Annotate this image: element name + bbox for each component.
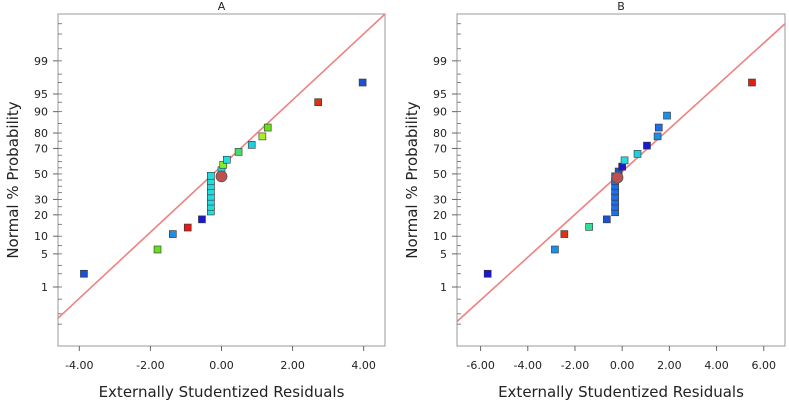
highlight-point xyxy=(611,171,624,184)
data-point xyxy=(183,223,192,232)
y-tick-label: 95 xyxy=(34,88,48,101)
panel-a: A 1 5 10 20 30 50 70 80 90 95 99 -4.00 -2.00 0.00 2.00 4… xyxy=(4,0,386,401)
panel-title: B xyxy=(617,0,625,13)
y-tick-label: 80 xyxy=(34,127,48,140)
x-tick-label: 2.00 xyxy=(280,359,305,372)
y-tick-label: 20 xyxy=(34,209,48,222)
data-point xyxy=(234,148,243,156)
data-point xyxy=(358,78,367,87)
y-tick-label: 10 xyxy=(34,230,48,243)
x-tick-label: -2.00 xyxy=(136,359,164,372)
y-tick-label: 95 xyxy=(433,88,447,101)
highlight-point xyxy=(215,170,228,183)
data-point xyxy=(198,215,206,224)
x-tick-label: 2.00 xyxy=(657,359,682,372)
x-tick-label: 4.00 xyxy=(351,359,376,372)
data-point xyxy=(314,98,322,107)
data-point xyxy=(169,230,177,238)
data-point xyxy=(263,123,272,132)
data-point xyxy=(258,132,267,141)
x-tick-label: 0.00 xyxy=(610,359,635,372)
y-axis-title: Normal % Probability xyxy=(403,101,421,258)
data-point xyxy=(80,269,88,278)
data-point xyxy=(620,156,629,165)
y-tick-label: 70 xyxy=(433,142,447,155)
data-point xyxy=(483,269,492,278)
panel-b: B 1 5 10 20 30 50 70 80 90 95 99 -6.00 -4.00 -2.00 0.00… xyxy=(403,0,786,401)
panel-title: A xyxy=(218,0,226,13)
data-point xyxy=(643,141,651,150)
x-tick-label: -4.00 xyxy=(65,359,93,372)
x-axis-title: Externally Studentized Residuals xyxy=(498,383,744,401)
data-point xyxy=(560,230,569,238)
y-tick-label: 1 xyxy=(41,281,48,294)
y-tick-label: 50 xyxy=(34,168,48,181)
y-tick-label: 5 xyxy=(440,248,447,261)
data-point xyxy=(748,78,756,87)
data-point xyxy=(633,150,642,158)
x-tick-label: -2.00 xyxy=(561,359,589,372)
y-tick-label: 10 xyxy=(433,230,447,243)
y-axis-title: Normal % Probability xyxy=(4,101,22,258)
data-point xyxy=(603,215,611,224)
y-tick-label: 5 xyxy=(41,248,48,261)
y-tick-label: 30 xyxy=(433,193,447,206)
y-tick-label: 20 xyxy=(433,209,447,222)
data-point xyxy=(207,171,215,180)
y-tick-label: 90 xyxy=(433,106,447,119)
y-tick-label: 1 xyxy=(440,281,447,294)
x-tick-label: -6.00 xyxy=(466,359,494,372)
data-point xyxy=(247,141,256,149)
x-tick-label: -4.00 xyxy=(514,359,542,372)
y-tick-label: 70 xyxy=(34,142,48,155)
y-tick-label: 90 xyxy=(34,106,48,119)
y-tick-label: 30 xyxy=(34,193,48,206)
data-point xyxy=(663,111,671,120)
x-tick-label: 4.00 xyxy=(704,359,729,372)
data-point xyxy=(223,155,231,164)
y-tick-label: 99 xyxy=(433,55,447,68)
data-point xyxy=(551,245,559,254)
data-point xyxy=(654,123,663,132)
y-tick-label: 80 xyxy=(433,127,447,140)
data-point xyxy=(153,245,162,254)
data-point xyxy=(653,132,662,141)
x-tick-label: 0.00 xyxy=(209,359,234,372)
y-tick-label: 99 xyxy=(34,55,48,68)
data-point xyxy=(585,223,593,231)
x-axis-title: Externally Studentized Residuals xyxy=(99,383,345,401)
x-tick-label: 6.00 xyxy=(752,359,777,372)
y-tick-label: 50 xyxy=(433,168,447,181)
